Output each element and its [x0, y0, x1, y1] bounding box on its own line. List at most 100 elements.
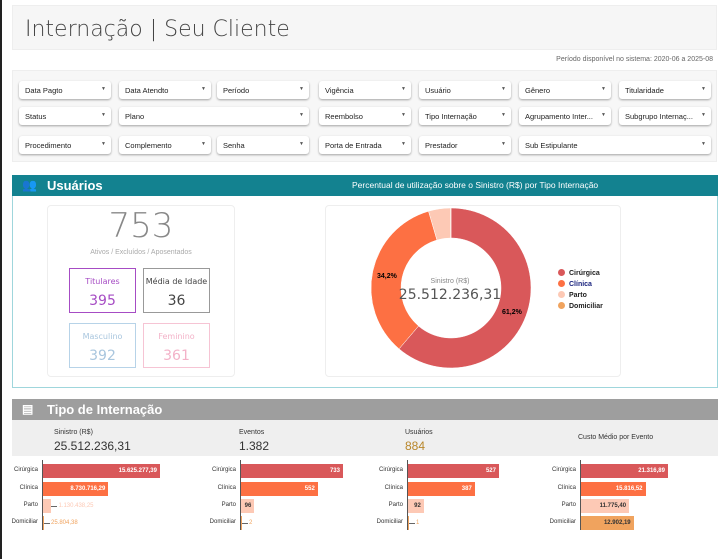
bar[interactable] — [581, 516, 634, 530]
legend-label: Domiciliar — [569, 303, 603, 310]
bar[interactable] — [241, 499, 255, 513]
bar-value-label: 8.730.716,29 — [70, 486, 106, 492]
filter-label: Usuário — [425, 86, 451, 95]
bar-value-label: 1 — [416, 520, 420, 526]
bar-category-label: Cirúrgica — [378, 467, 403, 473]
filter-dropdown[interactable]: Senha ▼ — [217, 136, 309, 154]
stat-usuarios: Usuários 884 — [405, 429, 433, 453]
bar[interactable] — [408, 482, 475, 496]
document-icon: ▤ — [22, 402, 34, 416]
filter-label: Sub Estipulante — [525, 141, 578, 150]
bar[interactable] — [241, 464, 343, 478]
bar-category-label: Domiciliar — [376, 519, 403, 525]
donut-slice-3[interactable] — [450, 207, 452, 239]
filter-dropdown[interactable]: Procedimento ▼ — [19, 136, 111, 154]
chevron-down-icon: ▼ — [701, 141, 706, 147]
filter-label: Data Pagto — [25, 86, 63, 95]
stat-value: 884 — [405, 439, 426, 453]
legend-dot-icon — [558, 269, 565, 276]
bar[interactable] — [43, 464, 160, 478]
usuarios-header: 👥 Usuários Percentual de utilização sobr… — [12, 175, 718, 196]
bar[interactable] — [408, 499, 424, 513]
chevron-down-icon: ▼ — [201, 141, 206, 147]
feminino-label: Feminino — [158, 332, 195, 341]
bar-category-label: Parto — [23, 502, 38, 508]
masculino-label: Masculino — [82, 332, 123, 341]
filter-label: Vigência — [325, 86, 354, 95]
chevron-down-icon: ▼ — [601, 86, 606, 92]
bar[interactable] — [241, 482, 318, 496]
donut-card: Sinistro (R$) 25.512.236,31 34,2% 61,2% … — [325, 205, 621, 377]
filter-dropdown[interactable]: Sub Estipulante ▼ — [519, 136, 711, 154]
stat-value: 25.512.236,31 — [54, 439, 131, 453]
filter-dropdown[interactable]: Complemento ▼ — [119, 136, 211, 154]
filter-dropdown[interactable]: Porta de Entrada ▼ — [319, 136, 411, 154]
filter-dropdown[interactable]: Status ▼ — [19, 107, 111, 125]
filter-dropdown[interactable]: Data Pagto ▼ — [19, 81, 111, 99]
stat-custo: Custo Médio por Evento — [578, 434, 653, 441]
filter-dropdown[interactable]: Data Atendto ▼ — [119, 81, 211, 99]
stat-label: Eventos — [239, 429, 265, 436]
legend-dot-icon — [558, 302, 565, 309]
chevron-down-icon: ▼ — [401, 86, 406, 92]
bar[interactable] — [241, 516, 242, 530]
legend-item[interactable]: Clínica — [558, 280, 603, 288]
chevron-down-icon: ▼ — [101, 86, 106, 92]
bar[interactable] — [581, 464, 668, 478]
chevron-down-icon: ▼ — [299, 141, 304, 147]
total-users: 753 — [108, 206, 174, 246]
bar-category-label: Domiciliar — [209, 519, 236, 525]
tipo-bar-charts: Cirúrgica 15.625.277,39 Clínica 8.730.716,2… — [2, 456, 723, 546]
filter-dropdown[interactable]: Plano ▼ — [119, 107, 309, 125]
filter-dropdown[interactable]: Tipo Internação ▼ — [419, 107, 511, 125]
legend-item[interactable]: Cirúrgica — [558, 269, 603, 277]
filter-dropdown[interactable]: Subgrupo Internaç... ▼ — [619, 107, 711, 125]
bar-axis — [580, 460, 581, 530]
legend-label: Parto — [569, 292, 587, 299]
donut-slice-1[interactable] — [370, 210, 438, 350]
leader-line — [242, 523, 248, 524]
bar-value-label: 15.625.277,39 — [118, 468, 157, 474]
bar-value-label: 2 — [249, 520, 253, 526]
filter-dropdown[interactable]: Período ▼ — [217, 81, 309, 99]
bar-category-label: Clínica — [217, 485, 236, 491]
bar-category-label: Clínica — [19, 485, 38, 491]
bar[interactable] — [408, 464, 499, 478]
idade-label: Média de Idade — [145, 277, 208, 286]
filter-dropdown[interactable]: Reembolso ▼ — [319, 107, 411, 125]
legend-item[interactable]: Parto — [558, 291, 603, 299]
bar-value-label: 21.316,89 — [638, 468, 665, 474]
bar[interactable] — [408, 516, 409, 530]
filter-dropdown[interactable]: Agrupamento Inter... ▼ — [519, 107, 611, 125]
filter-dropdown[interactable]: Prestador ▼ — [419, 136, 511, 154]
filter-dropdown[interactable]: Gênero ▼ — [519, 81, 611, 99]
bar[interactable] — [581, 482, 646, 496]
chevron-down-icon: ▼ — [299, 86, 304, 92]
bar[interactable] — [43, 482, 109, 496]
stat-label: Usuários — [405, 429, 433, 436]
total-users-label: Ativos / Excluídos / Aposentados — [90, 249, 192, 256]
bar-value-label: 12.902,19 — [603, 520, 631, 526]
bar[interactable] — [581, 499, 630, 513]
bar-category-label: Domiciliar — [11, 519, 38, 525]
filter-dropdown[interactable]: Usuário ▼ — [419, 81, 511, 99]
chevron-down-icon: ▼ — [299, 112, 304, 118]
chevron-down-icon: ▼ — [101, 112, 106, 118]
filter-label: Gênero — [525, 86, 551, 95]
chevron-down-icon: ▼ — [401, 141, 406, 147]
tipo-stats: Sinistro (R$) 25.512.236,31 Eventos 1.382 … — [12, 420, 718, 456]
bar[interactable] — [43, 499, 52, 513]
legend-item[interactable]: Domiciliar — [558, 302, 603, 310]
users-icon: 👥 — [22, 178, 37, 192]
filter-dropdown[interactable]: Titularidade ▼ — [619, 81, 711, 99]
bar[interactable] — [43, 516, 44, 530]
stat-label: Custo Médio por Evento — [578, 434, 654, 441]
bar-value-label: 733 — [329, 468, 340, 474]
legend-label: Cirúrgica — [569, 270, 600, 277]
donut-slice-0[interactable] — [398, 207, 532, 369]
legend-dot-icon — [558, 280, 565, 287]
filter-label: Reembolso — [325, 112, 363, 121]
filter-dropdown[interactable]: Vigência ▼ — [319, 81, 411, 99]
filter-label: Plano — [125, 112, 145, 121]
leader-line — [44, 523, 50, 524]
